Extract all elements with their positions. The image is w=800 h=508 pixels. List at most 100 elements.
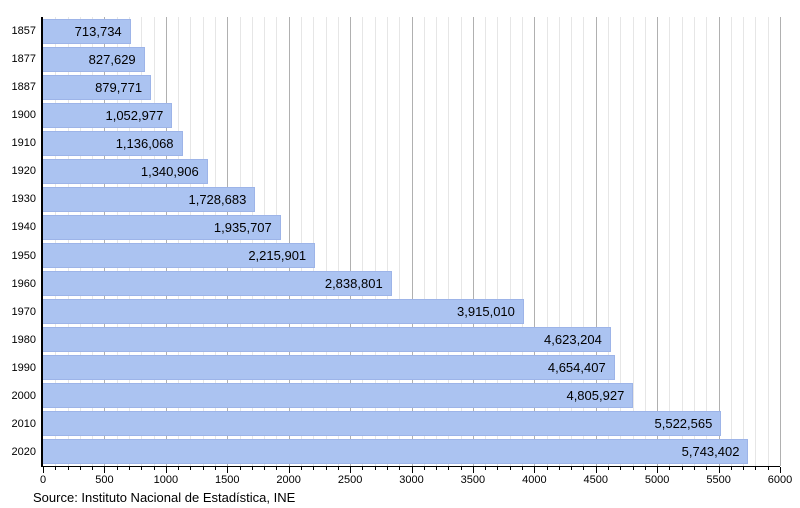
x-tick xyxy=(497,467,499,470)
x-tick xyxy=(694,467,696,470)
source-caption: Source: Instituto Nacional de Estadístic… xyxy=(33,490,296,505)
y-axis-label: 1960 xyxy=(11,277,36,290)
x-tick xyxy=(706,467,708,470)
gridline xyxy=(300,17,302,466)
x-tick xyxy=(116,467,118,470)
bar: 827,629 xyxy=(43,46,145,72)
x-tick xyxy=(325,467,327,470)
y-axis-label: 1900 xyxy=(11,109,36,122)
bar-value-label: 1,052,977 xyxy=(105,107,164,123)
x-tick-label: 0 xyxy=(39,474,47,486)
gridline xyxy=(730,17,732,466)
gridline xyxy=(681,17,683,466)
x-tick-label: 4000 xyxy=(522,474,547,486)
bar-row: 879,771 xyxy=(43,73,780,101)
gridline xyxy=(67,17,69,466)
x-tick-label: 5000 xyxy=(644,474,670,486)
x-tick xyxy=(546,467,548,470)
gridline xyxy=(436,17,438,466)
bar: 4,805,927 xyxy=(43,383,634,409)
gridline xyxy=(448,17,450,466)
gridline xyxy=(558,17,560,466)
gridline xyxy=(718,17,720,466)
x-tick xyxy=(411,467,413,473)
bar-value-label: 1,728,683 xyxy=(188,191,247,207)
gridline xyxy=(104,17,106,466)
gridline xyxy=(374,17,376,466)
y-axis-label: 2010 xyxy=(11,417,36,430)
x-tick xyxy=(448,467,450,470)
x-tick xyxy=(79,467,81,470)
x-tick xyxy=(104,467,106,473)
bar-value-label: 4,654,407 xyxy=(547,360,606,376)
bar: 1,728,683 xyxy=(43,186,256,212)
gridline xyxy=(214,17,216,466)
gridline xyxy=(460,17,462,466)
bar-row: 3,915,010 xyxy=(43,298,780,326)
x-tick xyxy=(288,467,290,473)
gridline xyxy=(141,17,143,466)
y-axis-label: 2020 xyxy=(11,445,36,458)
bar-row: 1,136,068 xyxy=(43,129,780,157)
y-axis-label: 1887 xyxy=(11,81,36,94)
gridline xyxy=(706,17,708,466)
y-axis-label: 1857 xyxy=(11,25,36,38)
gridline xyxy=(178,17,180,466)
x-tick-label: 4500 xyxy=(583,474,608,486)
x-tick xyxy=(165,467,167,473)
bar-value-label: 827,629 xyxy=(88,51,136,67)
bar: 1,340,906 xyxy=(43,158,208,184)
x-tick-label: 3500 xyxy=(460,474,486,486)
x-tick xyxy=(755,467,757,470)
gridline xyxy=(128,17,130,466)
bar: 4,623,204 xyxy=(43,327,611,353)
x-tick xyxy=(239,467,241,470)
bar: 1,935,707 xyxy=(43,214,281,240)
gridline xyxy=(202,17,204,466)
x-tick xyxy=(264,467,266,470)
bar-value-label: 713,734 xyxy=(74,23,122,39)
x-tick xyxy=(534,467,536,473)
x-tick xyxy=(620,467,622,470)
x-tick xyxy=(669,467,671,470)
x-tick xyxy=(583,467,585,470)
gridline xyxy=(227,17,229,466)
gridline xyxy=(92,17,94,466)
gridline xyxy=(362,17,364,466)
x-tick xyxy=(67,467,69,470)
x-tick xyxy=(128,467,130,470)
gridlines-layer xyxy=(43,17,781,466)
y-axis-label: 1940 xyxy=(11,221,36,234)
x-tick xyxy=(153,467,155,470)
x-tick-label: 500 xyxy=(95,474,114,486)
y-axis-labels: 1857 1877 1887 1900 1910 1920 1930 1940 1950 1960… xyxy=(0,17,36,466)
gridline xyxy=(743,17,745,466)
x-axis: 0 500 1000 1500 2000 2500 3000 3500 4000 4500 5000… xyxy=(39,467,792,489)
x-tick xyxy=(214,467,216,470)
x-tick xyxy=(436,467,438,470)
bar-value-label: 5,522,565 xyxy=(654,416,713,432)
bar-value-label: 1,935,707 xyxy=(213,219,272,235)
bar: 879,771 xyxy=(43,74,152,100)
bar-value-label: 5,743,402 xyxy=(681,444,740,460)
x-tick-label: 1500 xyxy=(215,474,240,486)
y-axis-label: 1920 xyxy=(11,165,36,178)
gridline xyxy=(657,17,659,466)
gridline xyxy=(386,17,388,466)
x-tick xyxy=(608,467,610,470)
x-tick-label: 6000 xyxy=(767,474,793,486)
x-tick xyxy=(743,467,745,470)
x-tick xyxy=(522,467,524,470)
x-tick xyxy=(399,467,401,470)
x-tick xyxy=(374,467,376,470)
gridline xyxy=(165,17,167,466)
bar-value-label: 879,771 xyxy=(95,79,143,95)
bar: 2,838,801 xyxy=(43,271,392,297)
x-tick xyxy=(780,467,781,473)
x-tick xyxy=(92,467,94,470)
x-tick xyxy=(571,467,573,470)
gridline xyxy=(399,17,401,466)
y-axis-label: 1950 xyxy=(11,249,36,262)
gridline xyxy=(694,17,696,466)
